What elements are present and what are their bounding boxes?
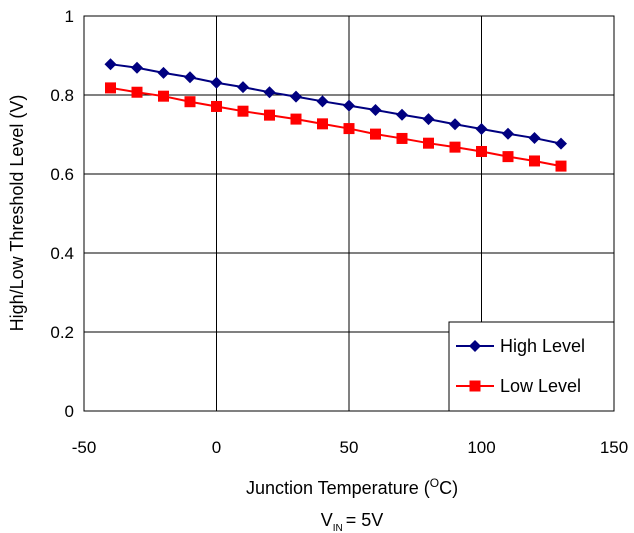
y-tick-labels: 0 0.2 0.4 0.6 0.8 1 — [50, 7, 74, 421]
data-point — [422, 113, 435, 126]
data-point — [131, 61, 143, 74]
x-axis-title-text: Junction Temperature — [246, 478, 419, 498]
data-point — [131, 86, 143, 98]
data-point — [157, 66, 170, 79]
legend-label: High Level — [500, 336, 585, 356]
data-point — [105, 82, 116, 94]
x-axis-unit-letter: C — [439, 478, 452, 498]
y-tick-label: 0.2 — [50, 323, 74, 342]
series-1 — [104, 58, 567, 150]
series-2 — [105, 82, 567, 172]
data-point — [290, 90, 302, 103]
data-point — [290, 113, 302, 125]
legend-marker — [469, 380, 481, 392]
data-point — [343, 123, 355, 135]
data-point — [502, 127, 514, 140]
data-point — [211, 100, 222, 112]
data-point — [263, 86, 276, 99]
condition-value: = 5V — [346, 510, 384, 530]
condition-symbol: V — [321, 510, 333, 530]
legend-marker — [469, 340, 481, 352]
data-point — [476, 145, 487, 157]
legend-entry: Low Level — [456, 376, 581, 396]
x-axis-title: Junction Temperature (OC) — [246, 476, 458, 498]
data-point — [370, 128, 381, 140]
data-point — [396, 132, 408, 144]
legend-box — [448, 321, 615, 412]
data-point — [555, 160, 567, 172]
data-point — [158, 90, 169, 102]
data-point — [104, 58, 117, 71]
y-tick-label: 0.8 — [50, 86, 74, 105]
condition-label: VIN = 5V — [321, 510, 384, 533]
x-tick-label: 50 — [340, 438, 359, 457]
data-point — [343, 99, 355, 112]
data-point — [210, 76, 223, 89]
data-point — [237, 81, 249, 94]
data-point — [369, 104, 382, 117]
x-tick-label: 100 — [467, 438, 495, 457]
data-point — [184, 71, 196, 84]
x-tick-label: -50 — [72, 438, 97, 457]
data-point — [423, 137, 434, 149]
data-point — [502, 151, 514, 163]
x-axis-unit-degree: O — [430, 476, 439, 490]
data-point — [237, 105, 249, 117]
legend-entry: High Level — [456, 336, 585, 356]
y-tick-label: 0.4 — [50, 244, 74, 263]
data-point — [475, 122, 488, 135]
data-point — [184, 96, 196, 108]
data-point — [529, 155, 540, 167]
x-tick-label: 0 — [212, 438, 221, 457]
data-point — [396, 108, 408, 121]
x-tick-labels: -50 0 50 100 150 — [72, 438, 628, 457]
y-axis-title: High/Low Threshold Level (V) — [7, 95, 27, 332]
data-point — [317, 118, 328, 130]
y-tick-label: 0.6 — [50, 165, 74, 184]
x-tick-label: 150 — [600, 438, 628, 457]
series-layer — [104, 58, 567, 172]
y-tick-label: 1 — [65, 7, 74, 26]
data-point — [449, 118, 461, 131]
plot-frame — [83, 15, 615, 412]
legend-label: Low Level — [500, 376, 581, 396]
data-point — [528, 132, 541, 145]
condition-subscript: IN — [333, 523, 343, 533]
data-point — [449, 141, 461, 153]
data-point — [264, 109, 275, 121]
data-point — [555, 137, 567, 150]
legend: High Level Low Level — [448, 321, 615, 412]
y-tick-label: 0 — [65, 402, 74, 421]
data-point — [316, 95, 329, 108]
